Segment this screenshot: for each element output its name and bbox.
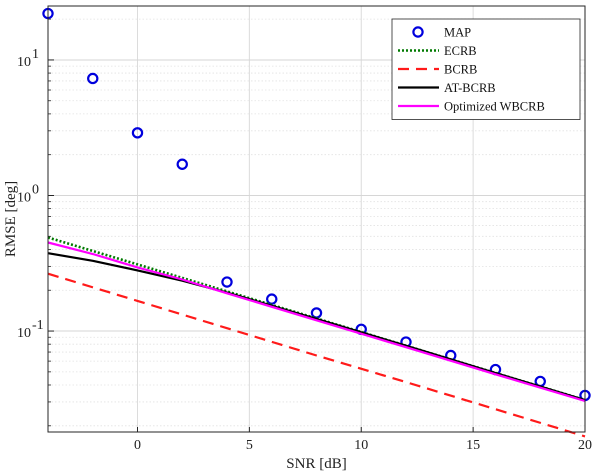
legend: MAP ECRB BCRB AT-BCRB Optimized WBCRB [391,18,581,120]
x-tick-label: 5 [246,438,253,453]
y-tick-exponent: 0 [32,182,39,197]
legend-label-map: MAP [444,26,471,40]
y-tick-label: 10 [17,190,31,205]
data-point-map [87,72,99,85]
series-line-optimized-wbcrb [47,241,586,403]
series-line-bcrb [47,272,586,438]
data-point-map [221,276,233,288]
legend-label-optimized-wbcrb: Optimized WBCRB [444,100,545,114]
x-tick-label: 10 [354,438,368,453]
legend-label-ecrb: ECRB [444,44,477,58]
x-tick-label: 20 [578,438,592,453]
y-tick-label: 10 [17,55,31,70]
data-point-map [131,127,144,139]
x-tick-label: 15 [466,438,480,453]
y-tick-exponent: -1 [32,318,44,333]
plot-frame [47,5,586,433]
x-axis-label: SNR [dB] [286,456,346,472]
data-point-map [266,293,278,305]
legend-label-at-bcrb: AT-BCRB [444,81,496,95]
y-tick-exponent: 1 [32,47,39,62]
data-point-map [176,158,188,170]
plot-area [42,7,591,438]
y-tick-label: 10 [17,326,31,341]
legend-label-bcrb: BCRB [444,63,477,77]
x-tick-label: 0 [134,438,141,453]
y-axis-label: RMSE [deg] [3,181,19,257]
legend-swatch-map [412,26,424,38]
